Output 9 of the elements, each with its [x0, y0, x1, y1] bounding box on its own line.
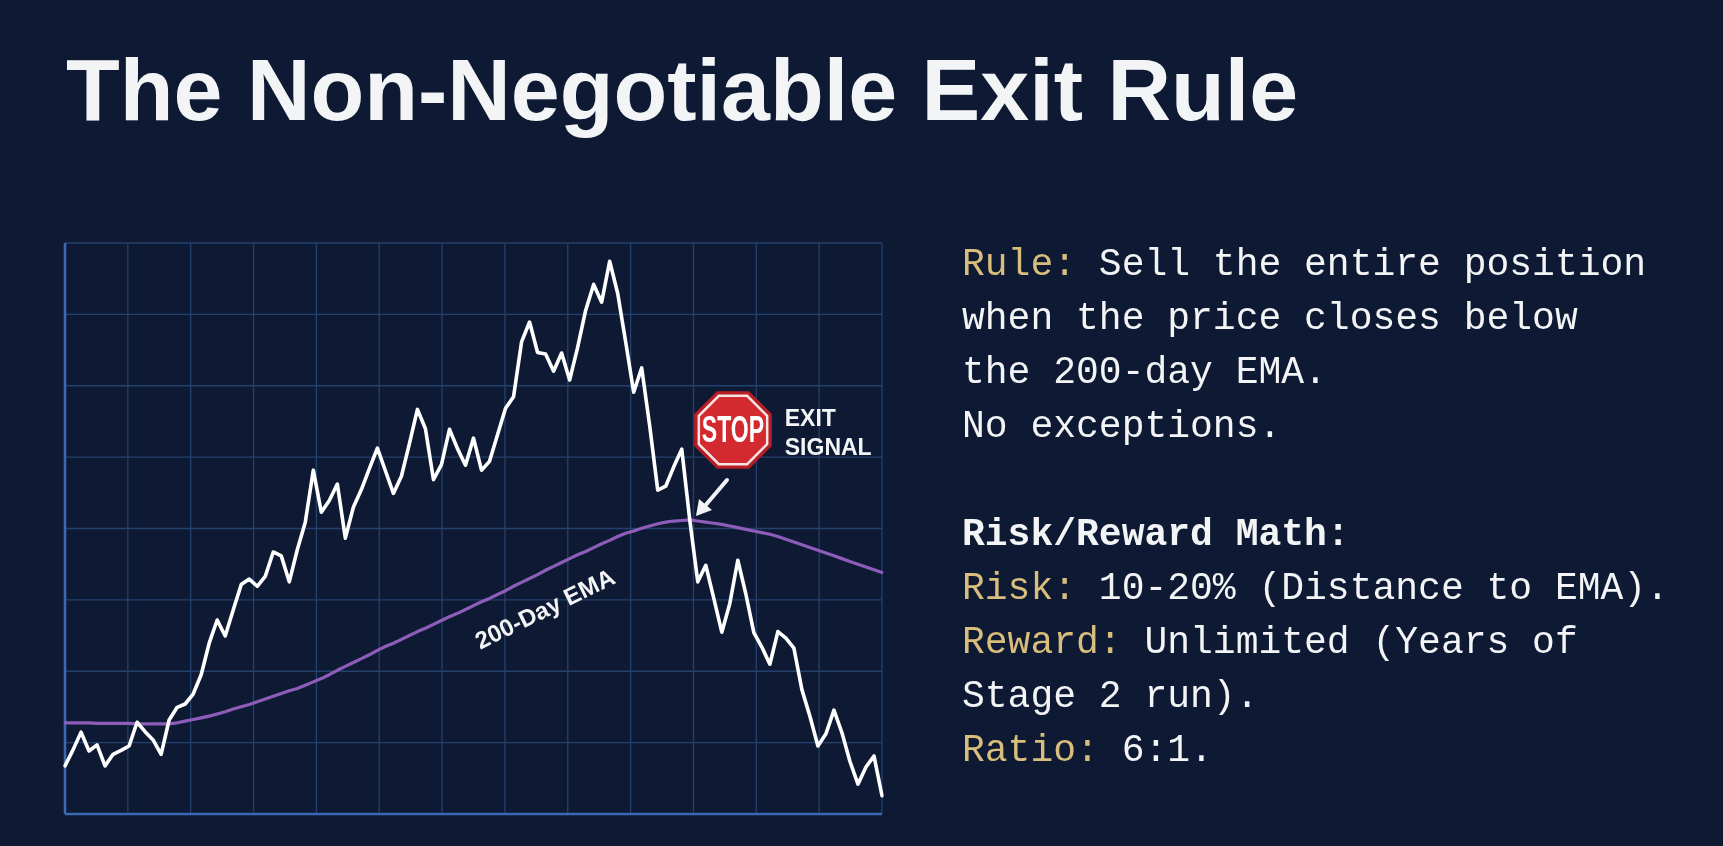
- text: Risk: 10-20% (Distance to EMA).: [962, 566, 1669, 612]
- chart-title: The Non-Negotiable Exit Rule: [66, 40, 1299, 139]
- text: Rule: Sell the entire position when the price closes below the 200-day EMA.: [962, 242, 1648, 396]
- annotation: STOP: [701, 408, 764, 450]
- text: Reward: Unlimited (Years of Stage 2 run).: [962, 620, 1579, 720]
- text: No exceptions.: [962, 404, 1283, 450]
- annotation: EXIT SIGNAL: [784, 404, 872, 460]
- text: Ratio: 6:1.: [962, 728, 1214, 774]
- text: Risk/Reward Math:: [962, 512, 1351, 558]
